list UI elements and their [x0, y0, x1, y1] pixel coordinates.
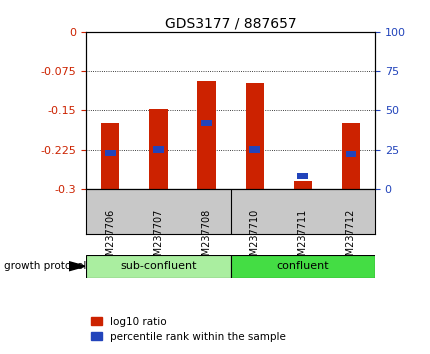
Bar: [153, 147, 163, 153]
Bar: [293, 181, 311, 189]
Bar: [341, 124, 359, 189]
Title: GDS3177 / 887657: GDS3177 / 887657: [164, 17, 296, 31]
Text: growth protocol: growth protocol: [4, 261, 86, 271]
Bar: [345, 151, 355, 158]
Text: GSM237712: GSM237712: [345, 209, 355, 268]
Text: sub-confluent: sub-confluent: [120, 261, 196, 272]
Bar: [297, 173, 307, 179]
Text: GSM237706: GSM237706: [105, 209, 115, 268]
Bar: [105, 149, 115, 156]
Legend: log10 ratio, percentile rank within the sample: log10 ratio, percentile rank within the …: [91, 316, 286, 342]
Bar: [101, 124, 119, 189]
Text: GSM237711: GSM237711: [297, 209, 307, 268]
Bar: [245, 82, 263, 189]
Text: GSM237708: GSM237708: [201, 209, 211, 268]
Text: confluent: confluent: [276, 261, 329, 272]
Text: GSM237707: GSM237707: [153, 209, 163, 268]
Bar: [149, 109, 167, 189]
Text: GSM237710: GSM237710: [249, 209, 259, 268]
Bar: [249, 147, 259, 153]
Bar: [86, 255, 230, 278]
Bar: [201, 120, 211, 126]
Bar: [230, 255, 374, 278]
Bar: [197, 80, 215, 189]
Polygon shape: [69, 262, 85, 271]
